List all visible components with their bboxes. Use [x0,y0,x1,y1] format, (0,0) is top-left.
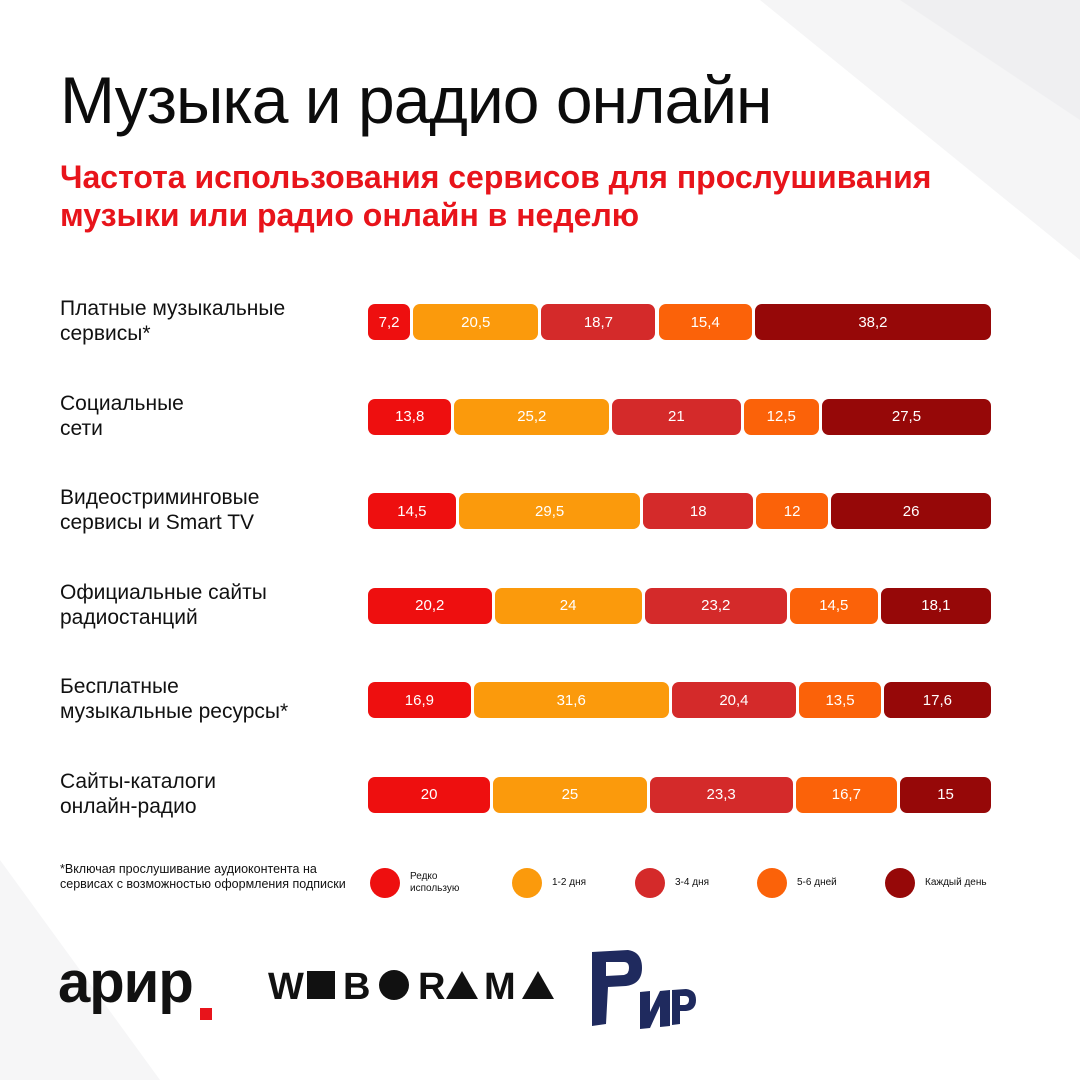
legend-label: Редко использую [410,871,460,894]
bar-segment-daily: 17,6 [883,682,991,718]
legend-item-d34: 3-4 дня [635,868,709,898]
category-label: Платные музыкальные сервисы* [60,297,286,345]
page-subtitle: Частота использования сервисов для просл… [60,159,932,233]
bar-segment-d12: 20,5 [413,304,539,340]
svg-text:M: M [484,966,516,1008]
bar-segment-d34: 21 [612,398,741,435]
legend-swatch [635,868,665,898]
legend-label: 5-6 дней [797,877,837,888]
rir-logo [592,950,696,1029]
bar-segment-d12: 25,2 [454,398,610,435]
bar-row: 7,2 20,5 18,7 15,4 38,2 [368,304,994,340]
legend-item-rare: Редко использую [370,868,459,898]
bar-segment-d56: 12 [756,493,829,529]
bar-segment-d56: 13,5 [799,682,881,718]
page-title: Музыка и радио онлайн [60,63,773,137]
bar-segment-daily: 26 [831,493,991,529]
bar-segment-rare: 13,8 [368,398,452,435]
bar-segment-rare: 16,9 [368,682,471,718]
bar-segment-d12: 29,5 [458,493,641,529]
bar-segment-d56: 15,4 [658,304,752,340]
legend-swatch [370,868,400,898]
legend-swatch [757,868,787,898]
partner-logos: арир W B R M [58,950,696,1029]
category-label: Социальные сети [60,391,184,440]
bar-segment-d12: 31,6 [473,682,669,718]
bar-row: 14,5 29,5 18 12 26 [368,493,994,529]
bar-segment-daily: 15 [900,776,991,813]
bar-segment-rare: 20 [368,776,491,813]
legend-item-d56: 5-6 дней [757,868,837,898]
svg-text:R: R [418,966,445,1008]
bar-segment-d34: 23,3 [649,776,793,813]
bar-row: 20 25 23,3 16,7 15 [368,776,994,813]
bar-segment-d12: 24 [494,587,642,624]
legend-item-daily: Каждый день [885,868,987,898]
category-label: Официальные сайты радиостанций [60,580,267,629]
bar-segment-d34: 23,2 [644,587,787,624]
legend-label: Каждый день [925,877,987,888]
bar-segment-rare: 7,2 [368,304,411,340]
arir-logo: арир [58,950,212,1020]
bar-row: 13,8 25,2 21 12,5 27,5 [368,398,994,435]
legend-swatch [885,868,915,898]
bar-segment-d56: 12,5 [743,398,819,435]
legend-label: 1-2 дня [552,877,587,888]
svg-text:арир: арир [58,950,193,1015]
legend-label: 3-4 дня [675,877,710,888]
bar-segment-rare: 20,2 [368,587,492,624]
bar-segment-daily: 27,5 [821,398,992,435]
bar-segment-d34: 18 [643,493,754,529]
footnote: *Включая прослушивание аудиоконтента на … [60,862,346,891]
legend-item-d12: 1-2 дня [512,868,586,898]
bar-segment-d12: 25 [493,776,647,813]
bar-segment-daily: 38,2 [754,304,991,340]
bar-segment-d56: 14,5 [789,587,878,624]
legend-swatch [512,868,542,898]
svg-text:B: B [343,966,370,1008]
category-label: Бесплатные музыкальные ресурсы* [60,675,289,723]
bar-segment-d56: 16,7 [795,776,898,813]
bar-segment-d34: 18,7 [541,304,656,340]
bar-row: 16,9 31,6 20,4 13,5 17,6 [368,682,994,718]
weborama-logo: W B R M [268,966,554,1008]
category-label: Сайты-каталоги онлайн-радио [60,769,217,818]
bar-segment-daily: 18,1 [880,587,991,624]
category-label: Видеостриминговые сервисы и Smart TV [60,486,260,534]
bar-segment-rare: 14,5 [368,493,456,529]
bar-row: 20,2 24 23,2 14,5 18,1 [368,587,994,624]
svg-text:W: W [268,966,304,1008]
bar-segment-d34: 20,4 [671,682,797,718]
